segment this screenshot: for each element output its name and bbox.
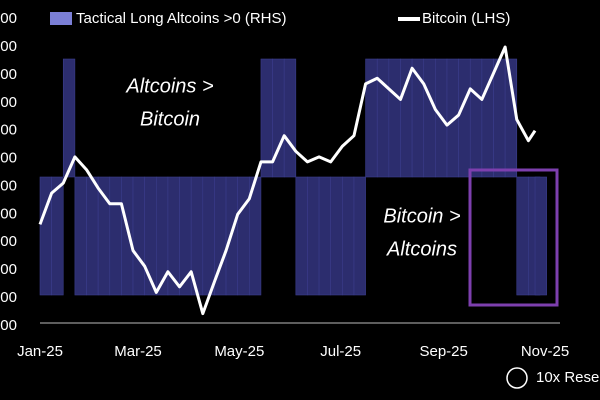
annotation: Altcoins	[386, 238, 457, 260]
bar	[109, 176, 122, 296]
bar	[51, 176, 64, 296]
bar	[121, 176, 134, 296]
bar	[516, 176, 529, 296]
bar	[330, 176, 343, 296]
legend-swatch	[50, 12, 72, 25]
y-tick-label: 90,000	[0, 233, 17, 250]
x-tick-label: Jan-25	[17, 343, 63, 360]
annotation: Altcoins >	[125, 75, 213, 97]
x-tick-label: Nov-25	[521, 343, 569, 360]
y-tick-label: 125,000	[0, 38, 17, 55]
bar	[62, 58, 76, 178]
line	[38, 45, 537, 316]
source: 10x Research	[536, 369, 600, 386]
bar	[469, 58, 483, 178]
y-tick-label: 75,000	[0, 317, 17, 334]
y-tick-label: 95,000	[0, 205, 17, 222]
y-tick-label: 105,000	[0, 150, 17, 167]
bar	[295, 176, 308, 296]
bar	[283, 58, 297, 178]
bar	[493, 58, 506, 178]
x-tick-label: May-25	[214, 343, 264, 360]
logo	[506, 367, 528, 389]
x-tick-label: Jul-25	[320, 343, 361, 360]
bar	[318, 176, 332, 296]
bar	[74, 176, 87, 296]
bar	[423, 58, 436, 178]
x-tick-label: Mar-25	[114, 343, 162, 360]
annotation: Bitcoin	[140, 108, 200, 130]
bar	[376, 58, 390, 178]
bar	[458, 58, 471, 178]
bar	[353, 176, 366, 296]
bar	[342, 176, 355, 296]
bar	[534, 176, 547, 296]
y-tick-label: 130,000	[0, 10, 17, 27]
bar	[237, 176, 250, 296]
highlight-box	[468, 168, 559, 307]
annotation: Bitcoin >	[383, 205, 460, 227]
y-tick-label: 115,000	[0, 94, 17, 111]
legend-label: Bitcoin (LHS)	[422, 10, 510, 27]
y-tick-label: 85,000	[0, 261, 17, 278]
bar	[202, 176, 215, 296]
y-tick-label: 110,000	[0, 122, 17, 139]
legend-label: Tactical Long Altcoins >0 (RHS)	[76, 10, 287, 27]
bar	[132, 176, 145, 296]
y-tick-label: 100,000	[0, 177, 17, 194]
bar	[365, 58, 378, 178]
bar	[86, 176, 99, 296]
bar	[307, 176, 320, 296]
x-tick-label: Sep-25	[419, 343, 467, 360]
y-tick-label: 120,000	[0, 66, 17, 83]
bar	[388, 58, 401, 178]
y-tick-label: 80,000	[0, 289, 17, 306]
bar	[260, 58, 273, 178]
